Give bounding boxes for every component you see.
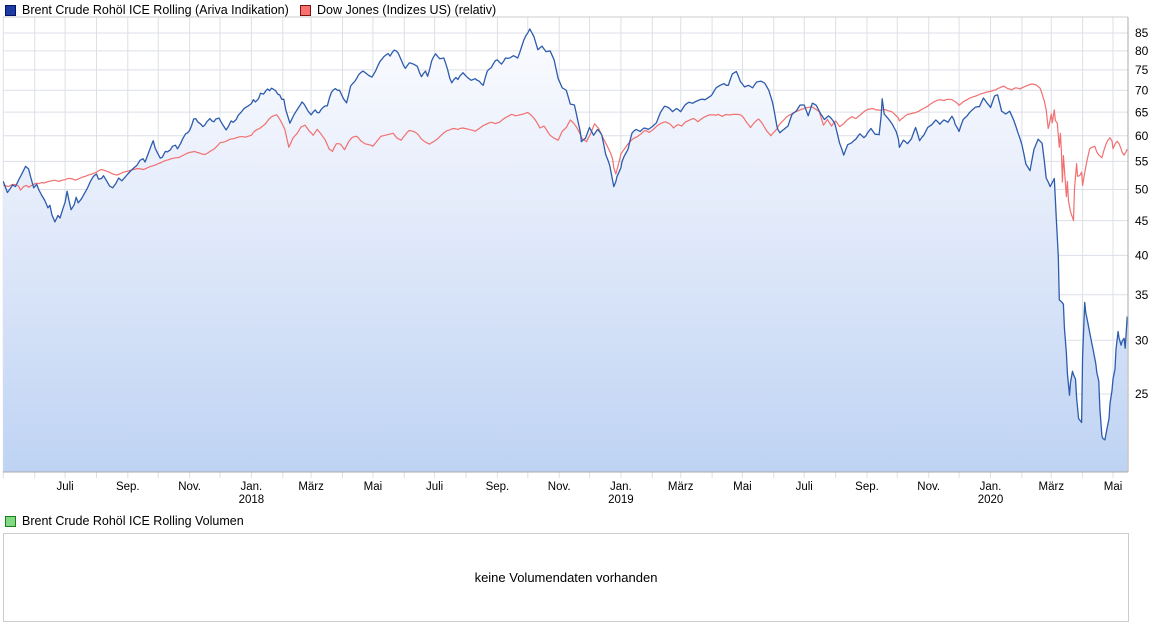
x-tick-label: Mai <box>733 481 752 493</box>
legend-item-brent: Brent Crude Rohöl ICE Rolling (Ariva Ind… <box>5 3 289 17</box>
x-tick-year-label: 2020 <box>978 494 1004 506</box>
dowjones-legend-swatch <box>300 4 311 16</box>
x-tick-label: März <box>668 481 694 493</box>
x-tick-label: Nov. <box>178 481 201 493</box>
x-tick-label: Juli <box>796 481 813 493</box>
y-tick-label: 40 <box>1135 249 1149 263</box>
x-tick-label: Juli <box>56 481 73 493</box>
x-tick-label: Jan. <box>610 481 632 493</box>
x-tick-label: Sep. <box>855 481 879 493</box>
brent-legend-label: Brent Crude Rohöl ICE Rolling (Ariva Ind… <box>22 3 289 17</box>
y-tick-label: 50 <box>1135 183 1149 197</box>
y-tick-label: 85 <box>1135 26 1149 40</box>
y-tick-label: 45 <box>1135 214 1149 228</box>
x-tick-label: Nov. <box>548 481 571 493</box>
y-tick-label: 35 <box>1135 288 1149 302</box>
brent-line <box>2 28 1128 441</box>
x-tick-label: März <box>1039 481 1065 493</box>
x-tick-label: Mai <box>364 481 383 493</box>
y-tick-label: 75 <box>1135 63 1149 77</box>
x-tick-label: Sep. <box>486 481 510 493</box>
volume-legend-label: Brent Crude Rohöl ICE Rolling Volumen <box>22 514 244 528</box>
legend-item-volume: Brent Crude Rohöl ICE Rolling Volumen <box>5 514 244 528</box>
volume-panel: keine Volumendaten vorhanden <box>3 533 1129 622</box>
y-tick-label: 55 <box>1135 155 1149 169</box>
volume-legend-swatch <box>5 515 16 527</box>
brent-area-fill <box>3 28 1128 473</box>
brent-legend-swatch <box>5 4 16 16</box>
y-tick-label: 65 <box>1135 105 1149 119</box>
y-tick-label: 30 <box>1135 333 1149 347</box>
x-tick-year-label: 2018 <box>239 494 265 506</box>
y-tick-label: 80 <box>1135 44 1149 58</box>
y-tick-label: 60 <box>1135 129 1149 143</box>
x-tick-label: Jan. <box>241 481 263 493</box>
volume-empty-message: keine Volumendaten vorhanden <box>474 570 658 585</box>
x-tick-label: Sep. <box>116 481 140 493</box>
x-tick-year-label: 2019 <box>608 494 634 506</box>
price-chart[interactable]: 85 80 75 70 65 60 55 50 45 40 35 30 25 Juli Sep. Nov. Ja… <box>0 0 1175 512</box>
x-tick-label: Juli <box>426 481 443 493</box>
y-tick-label: 25 <box>1135 387 1149 401</box>
x-tick-label: März <box>298 481 324 493</box>
x-tick-label: Jan. <box>980 481 1002 493</box>
dowjones-legend-label: Dow Jones (Indizes US) (relativ) <box>317 3 497 17</box>
legend-item-dowjones: Dow Jones (Indizes US) (relativ) <box>300 3 496 17</box>
y-tick-label: 70 <box>1135 84 1149 98</box>
x-tick-label: Nov. <box>917 481 940 493</box>
x-tick-label: Mai <box>1104 481 1123 493</box>
